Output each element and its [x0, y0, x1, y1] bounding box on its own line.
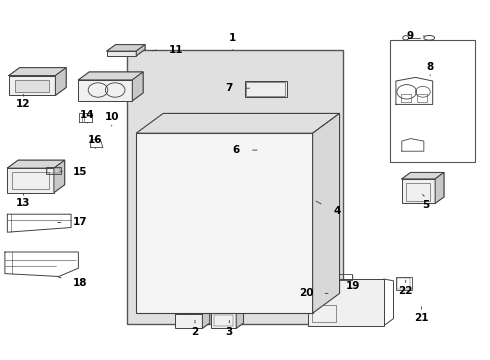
Polygon shape	[107, 45, 145, 51]
Bar	[7, 168, 54, 193]
Polygon shape	[136, 45, 145, 56]
Text: 21: 21	[414, 312, 429, 323]
Bar	[390, 40, 475, 162]
Polygon shape	[435, 172, 444, 203]
Bar	[107, 51, 136, 56]
Text: 22: 22	[398, 286, 413, 296]
Polygon shape	[313, 113, 340, 313]
Bar	[402, 179, 435, 203]
Text: 8: 8	[427, 62, 434, 72]
Polygon shape	[274, 141, 282, 157]
Text: 2: 2	[192, 327, 198, 337]
Text: 11: 11	[169, 45, 184, 55]
Bar	[401, 94, 411, 102]
Text: 12: 12	[16, 99, 31, 109]
Text: 20: 20	[299, 288, 314, 298]
Bar	[78, 80, 132, 101]
Bar	[308, 279, 384, 326]
Bar	[46, 167, 61, 174]
Bar	[175, 228, 273, 234]
Polygon shape	[136, 113, 340, 133]
Bar	[9, 76, 55, 95]
Bar	[312, 305, 336, 322]
Text: 15: 15	[73, 167, 87, 177]
Text: 3: 3	[226, 327, 233, 337]
Polygon shape	[402, 172, 444, 179]
Text: 9: 9	[407, 31, 414, 41]
Bar	[136, 133, 313, 313]
Polygon shape	[202, 309, 210, 328]
Text: 10: 10	[104, 112, 119, 122]
Polygon shape	[55, 68, 66, 95]
Bar	[338, 274, 352, 280]
Bar	[293, 158, 333, 202]
Polygon shape	[54, 160, 65, 193]
Bar	[406, 183, 430, 201]
Bar	[396, 277, 412, 290]
Bar	[295, 160, 331, 200]
Bar	[175, 192, 273, 198]
Text: 17: 17	[73, 217, 87, 228]
Polygon shape	[175, 309, 210, 314]
Polygon shape	[9, 68, 66, 76]
Bar	[417, 94, 427, 102]
Text: 5: 5	[423, 200, 430, 210]
Bar	[47, 168, 60, 173]
Polygon shape	[245, 141, 282, 147]
Bar	[246, 82, 285, 96]
Text: 18: 18	[73, 278, 87, 288]
Bar	[211, 313, 236, 328]
Polygon shape	[211, 308, 244, 313]
Text: 7: 7	[225, 83, 233, 93]
Text: 19: 19	[345, 281, 360, 291]
Bar	[214, 315, 233, 326]
Polygon shape	[78, 72, 143, 80]
Text: 14: 14	[80, 110, 95, 120]
Text: 4: 4	[333, 206, 341, 216]
Bar	[397, 278, 410, 289]
Polygon shape	[236, 308, 244, 328]
Text: 1: 1	[229, 33, 236, 43]
Polygon shape	[7, 160, 65, 168]
Text: 6: 6	[233, 145, 240, 155]
Bar	[175, 314, 202, 328]
Bar	[127, 50, 343, 324]
Bar	[245, 147, 274, 157]
Text: 13: 13	[16, 198, 31, 208]
Bar	[245, 81, 287, 97]
Polygon shape	[132, 72, 143, 101]
Text: 16: 16	[88, 135, 103, 145]
Bar	[12, 172, 49, 189]
Bar	[15, 80, 49, 92]
